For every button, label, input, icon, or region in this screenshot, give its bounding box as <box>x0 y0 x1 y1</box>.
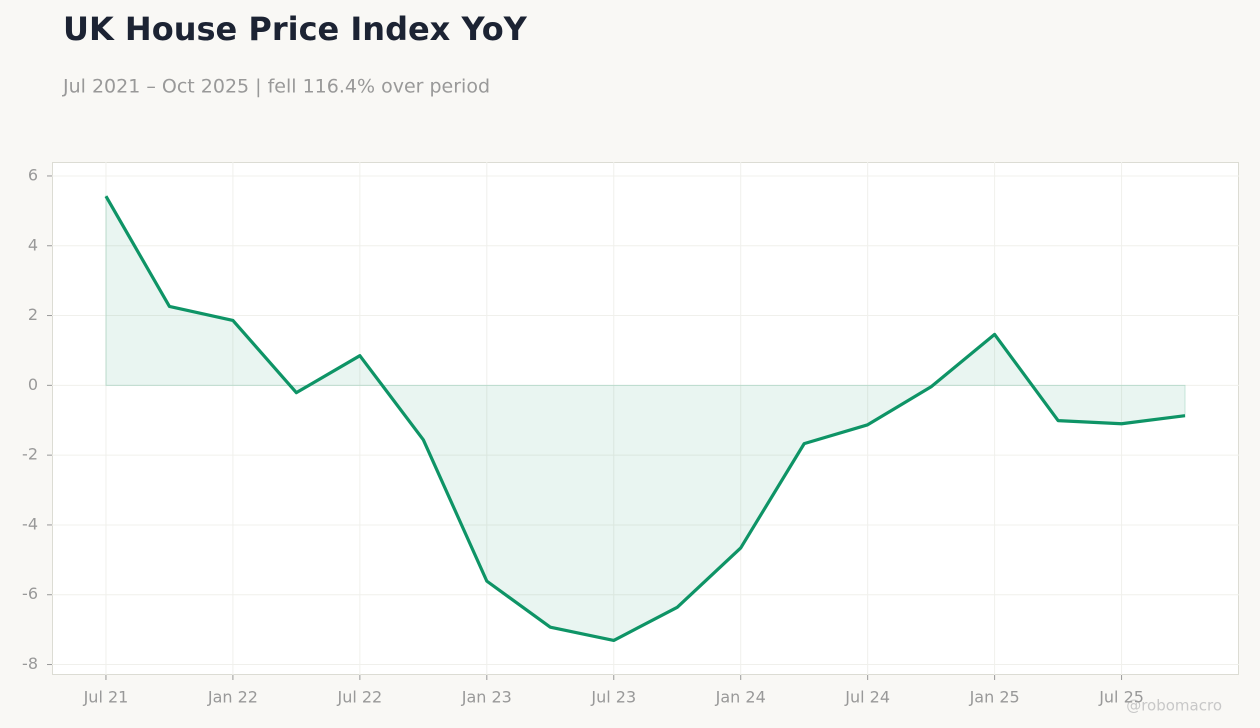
y-tick-label: 2 <box>28 305 38 324</box>
y-tick-label: 0 <box>28 375 38 394</box>
x-tick-label: Jan 25 <box>969 688 1020 707</box>
x-tick-label: Jul 21 <box>83 688 129 707</box>
y-tick-label: -2 <box>22 445 38 464</box>
y-tick-label: 6 <box>28 165 38 184</box>
chart-subtitle: Jul 2021 – Oct 2025 | fell 116.4% over p… <box>62 76 490 98</box>
y-tick-label: -4 <box>22 514 38 533</box>
y-tick-label: -8 <box>22 654 38 673</box>
x-tick-label: Jul 22 <box>336 688 382 707</box>
x-tick-label: Jul 25 <box>1098 688 1144 707</box>
x-tick-label: Jan 24 <box>715 688 766 707</box>
x-tick-label: Jul 23 <box>590 688 636 707</box>
plot-area <box>52 162 1239 675</box>
x-tick-label: Jan 23 <box>461 688 512 707</box>
x-tick-label: Jan 22 <box>207 688 258 707</box>
chart-title: UK House Price Index YoY <box>63 10 528 48</box>
y-tick-label: -6 <box>22 584 38 603</box>
line <box>104 195 1186 643</box>
y-tick-label: 4 <box>28 235 38 254</box>
watermark: @robomacro <box>1126 697 1222 715</box>
x-tick-label: Jul 24 <box>844 688 890 707</box>
